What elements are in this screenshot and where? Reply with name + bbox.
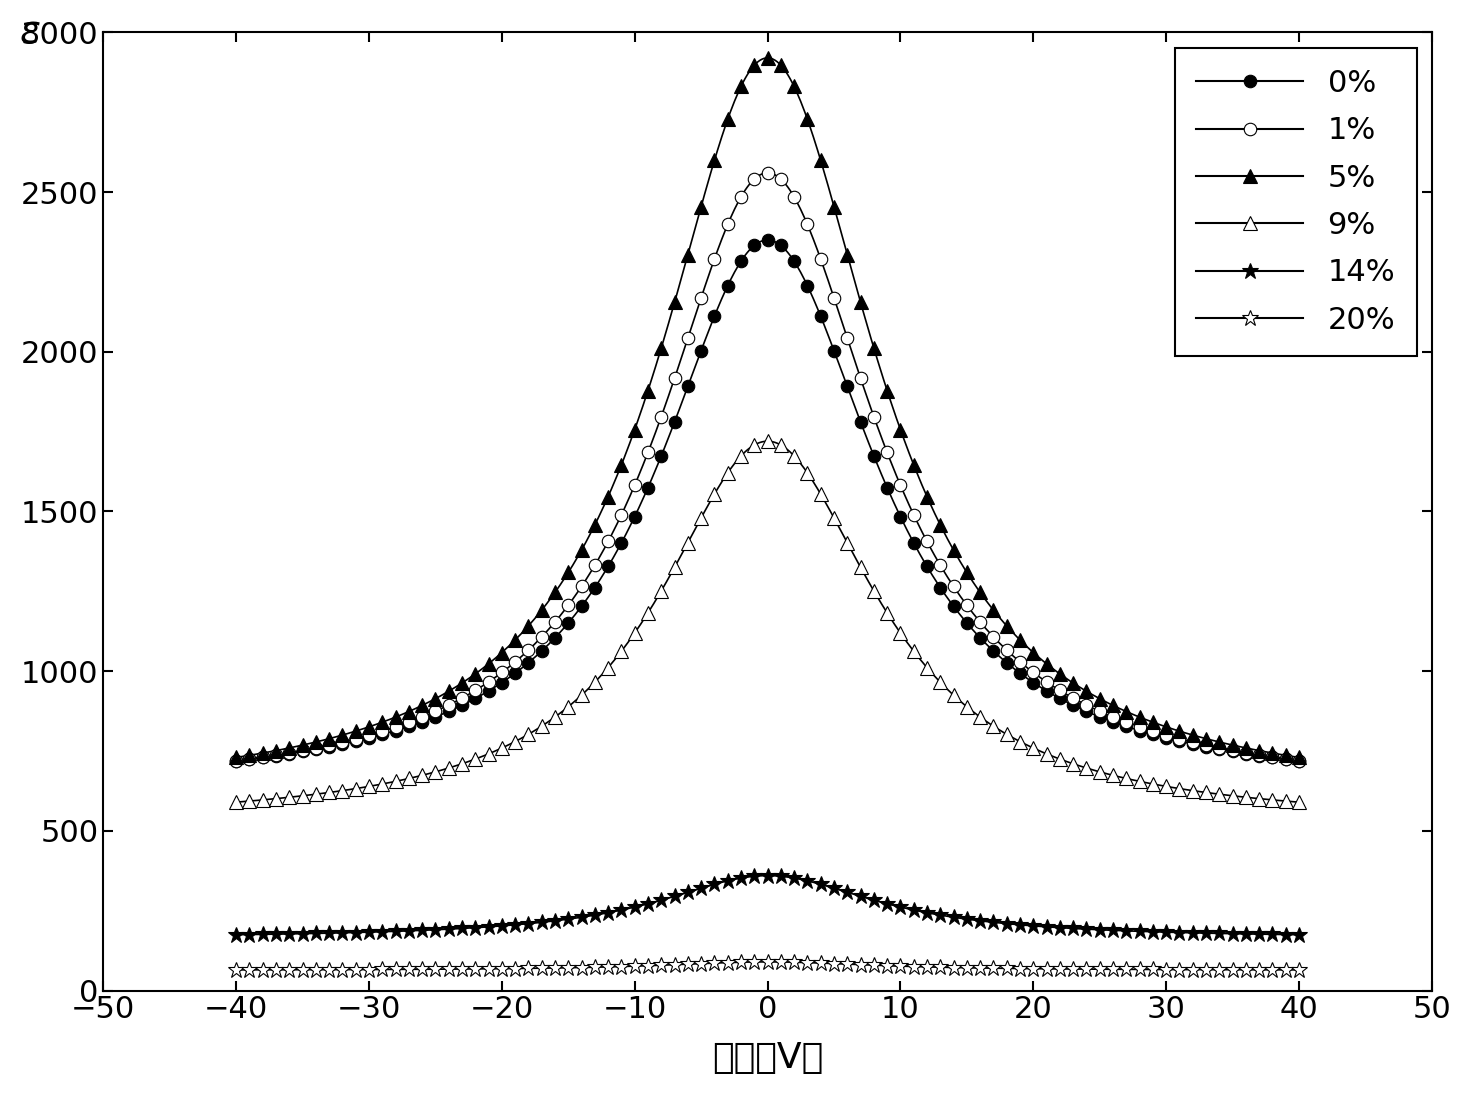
14%	[826, 881, 843, 894]
5%	[1197, 732, 1214, 745]
9%	[227, 796, 244, 809]
Line: 9%: 9%	[230, 434, 1306, 809]
0%	[905, 536, 923, 549]
0%	[758, 233, 776, 247]
0%	[1157, 731, 1175, 744]
Line: 20%: 20%	[228, 954, 1307, 979]
1%	[758, 167, 776, 180]
20%	[905, 960, 923, 973]
9%	[1025, 742, 1042, 755]
14%	[1197, 926, 1214, 939]
20%	[1025, 962, 1042, 975]
5%	[1289, 751, 1307, 764]
5%	[227, 751, 244, 764]
5%	[905, 458, 923, 471]
14%	[1104, 924, 1122, 937]
14%	[905, 903, 923, 916]
20%	[1197, 963, 1214, 977]
20%	[1289, 963, 1307, 977]
9%	[1104, 768, 1122, 781]
20%	[826, 957, 843, 970]
1%	[826, 292, 843, 305]
0%	[1289, 754, 1307, 767]
0%	[1104, 716, 1122, 729]
9%	[1289, 796, 1307, 809]
1%	[1197, 739, 1214, 752]
9%	[826, 512, 843, 525]
Y-axis label: ε: ε	[19, 13, 41, 52]
20%	[227, 963, 244, 977]
Legend: 0%, 1%, 5%, 9%, 14%, 20%: 0%, 1%, 5%, 9%, 14%, 20%	[1175, 47, 1416, 356]
1%	[1157, 729, 1175, 742]
9%	[758, 435, 776, 448]
14%	[1157, 926, 1175, 939]
X-axis label: 电压（V）: 电压（V）	[712, 1041, 823, 1075]
0%	[826, 344, 843, 357]
14%	[1025, 920, 1042, 933]
14%	[758, 869, 776, 882]
5%	[1157, 720, 1175, 733]
20%	[1104, 962, 1122, 975]
1%	[227, 754, 244, 767]
20%	[758, 956, 776, 969]
Line: 5%: 5%	[230, 50, 1306, 764]
1%	[1025, 666, 1042, 680]
0%	[227, 754, 244, 767]
5%	[758, 52, 776, 65]
14%	[1289, 928, 1307, 941]
0%	[1025, 676, 1042, 689]
5%	[826, 199, 843, 213]
9%	[905, 644, 923, 658]
0%	[1197, 740, 1214, 753]
9%	[1157, 780, 1175, 794]
20%	[1157, 963, 1175, 977]
9%	[1197, 786, 1214, 799]
Line: 0%: 0%	[230, 233, 1306, 767]
1%	[905, 509, 923, 522]
14%	[227, 928, 244, 941]
5%	[1104, 699, 1122, 712]
Line: 1%: 1%	[230, 167, 1306, 767]
5%	[1025, 646, 1042, 659]
Line: 14%: 14%	[228, 867, 1307, 943]
1%	[1104, 710, 1122, 723]
1%	[1289, 754, 1307, 767]
